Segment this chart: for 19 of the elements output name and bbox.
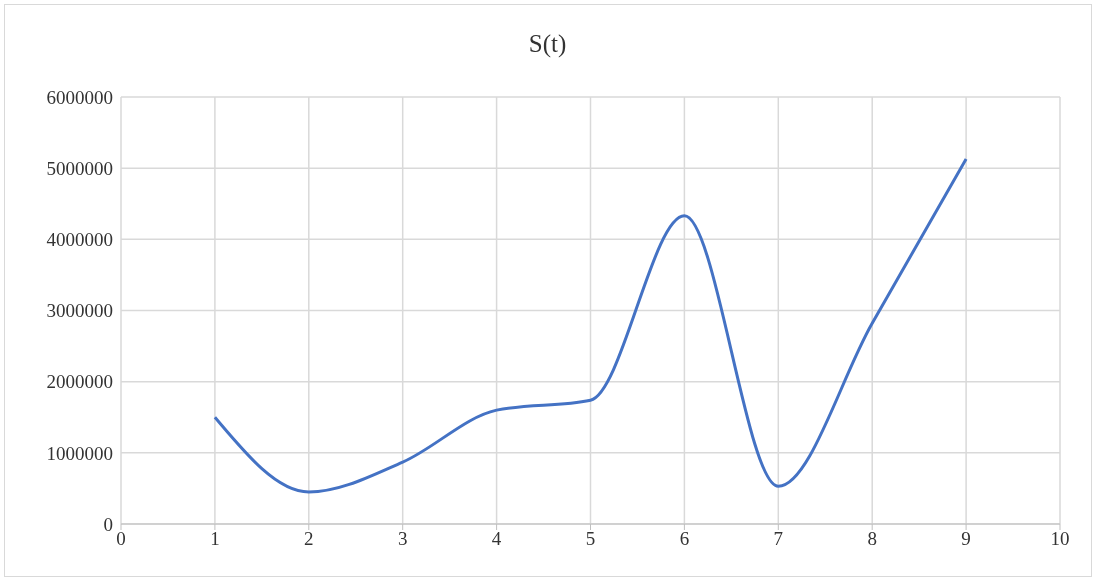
y-tick-label: 6000000 [46, 86, 113, 108]
x-tick-label: 1 [210, 528, 220, 550]
y-tick-label: 3000000 [46, 300, 113, 322]
x-tick-label: 6 [679, 528, 690, 550]
x-tick-label: 10 [1050, 528, 1070, 550]
y-tick-label: 5000000 [46, 157, 113, 179]
y-tick-label: 1000000 [46, 442, 113, 464]
x-tick-label: 8 [867, 528, 877, 550]
y-tick-label: 2000000 [46, 371, 113, 393]
x-tick-label: 2 [304, 528, 314, 550]
chart-title: S(t) [527, 30, 568, 58]
x-tick-label: 4 [491, 528, 502, 550]
y-tick-label: 4000000 [46, 229, 113, 251]
line-series [213, 157, 968, 494]
x-tick-label: 3 [397, 528, 408, 550]
x-tick-label: 9 [961, 528, 971, 550]
x-tick-label: 7 [773, 528, 784, 550]
y-tick-label: 0 [103, 513, 113, 535]
x-tick-label: 5 [585, 528, 596, 550]
